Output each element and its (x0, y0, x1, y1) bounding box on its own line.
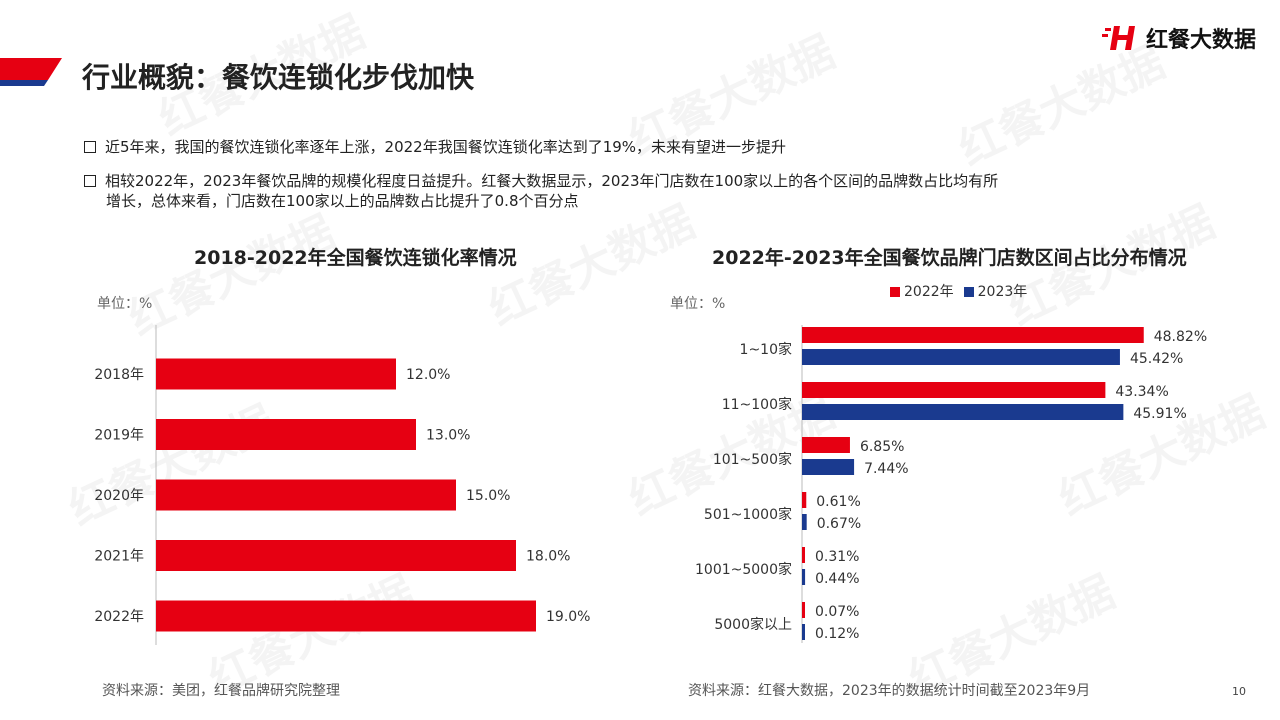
chart1-bar (156, 540, 516, 571)
page-title: 行业概貌：餐饮连锁化步伐加快 (82, 61, 475, 94)
chart2-value-label: 6.85% (860, 439, 904, 455)
square-bullet-icon (84, 141, 96, 153)
chart2-value-label: 0.31% (815, 549, 859, 565)
legend-swatch-2022 (890, 287, 900, 297)
chart2-legend: 2022年 2023年 (890, 281, 1027, 301)
title-bar-blue (0, 80, 48, 86)
chart2-bar-2022 (802, 602, 805, 618)
chart2-bar-2022 (802, 547, 805, 563)
legend-label-2023: 2023年 (977, 284, 1028, 300)
title-accent-bar (0, 58, 62, 86)
chart1-bar (156, 358, 396, 390)
chart2-value-label: 0.07% (815, 604, 859, 620)
chart2-category-label: 11~100家 (722, 396, 792, 413)
logo-text: 红餐大数据 (1145, 28, 1256, 53)
bullet-2-text-cont: 增长，总体来看，门店数在100家以上的品牌数占比提升了0.8个百分点 (106, 192, 579, 210)
page-number: 10 (1232, 685, 1246, 698)
chart2-value-label: 0.61% (816, 494, 860, 510)
chart1-value-label: 12.0% (406, 367, 450, 383)
chart1-bar (156, 479, 456, 511)
chart2-bar-2022 (802, 327, 1144, 343)
logo: 红餐大数据 (1101, 22, 1256, 54)
bullet-1: 近5年来，我国的餐饮连锁化率逐年上涨，2022年我国餐饮连锁化率达到了19%，未… (84, 137, 786, 157)
chart2-value-label: 0.44% (815, 571, 859, 587)
chart2-source: 资料来源：红餐大数据，2023年的数据统计时间截至2023年9月 (688, 683, 1091, 699)
chart2-value-label: 45.91% (1133, 406, 1186, 422)
title-bar-red (0, 58, 62, 80)
chart2-value-label: 0.67% (817, 516, 861, 532)
chart2-bar-2023 (802, 624, 805, 640)
chart1-category-label: 2020年 (94, 488, 144, 504)
chart2-value-label: 43.34% (1115, 384, 1168, 400)
legend-swatch-2023 (963, 287, 974, 297)
chart1-bar (156, 600, 536, 632)
chart1-category-label: 2019年 (94, 428, 144, 444)
chart1-value-label: 13.0% (426, 428, 470, 444)
square-bullet-icon (84, 175, 96, 187)
chart1-category-label: 2021年 (94, 549, 144, 565)
chart1-unit: 单位：% (97, 296, 153, 312)
chart2-title: 2022年-2023年全国餐饮品牌门店数区间占比分布情况 (712, 247, 1187, 269)
chart2-bar-2023 (802, 514, 807, 530)
chart2-category-label: 1001~5000家 (695, 561, 792, 578)
chart2-bar-2023 (802, 459, 855, 475)
legend-item-2023: 2023年 (963, 281, 1028, 301)
chart2-value-label: 45.42% (1130, 351, 1183, 367)
bullet-1-text: 近5年来，我国的餐饮连锁化率逐年上涨，2022年我国餐饮连锁化率达到了19%，未… (105, 138, 787, 156)
chart1-value-label: 18.0% (526, 549, 570, 565)
chart1-category-label: 2018年 (94, 367, 144, 383)
chart1-value-label: 19.0% (546, 609, 590, 625)
chart2-category-label: 5000家以上 (714, 616, 792, 633)
chart1-category-label: 2022年 (94, 609, 144, 625)
chart2-bar-2022 (802, 492, 807, 508)
chart1-plot: 2018年 12.0% 2019年 13.0% 2020年 15.0% 2021年 18.0%… (94, 325, 590, 645)
chart2-unit: 单位：% (670, 296, 726, 312)
chart1-title: 2018-2022年全国餐饮连锁化率情况 (194, 247, 517, 269)
chart2-value-label: 7.44% (864, 461, 908, 477)
logo-h-icon (1101, 26, 1135, 50)
chart2-bar-2023 (802, 349, 1120, 365)
bullet-2-text: 相较2022年，2023年餐饮品牌的规模化程度日益提升。红餐大数据显示，2023… (105, 172, 999, 190)
legend-label-2022: 2022年 (904, 284, 954, 300)
chart2-plot: 48.82% 45.42% 1~10家 43.34% 45.91% 11~100家 6.85… (695, 325, 1207, 643)
chart1-source: 资料来源：美团，红餐品牌研究院整理 (102, 683, 340, 699)
chart2-bar-2022 (802, 437, 850, 453)
chart1-bar (156, 419, 416, 450)
legend-item-2022: 2022年 (890, 281, 954, 301)
chart2-category-label: 1~10家 (740, 341, 792, 358)
chart2-bar-2023 (802, 404, 1124, 420)
chart2-category-label: 101~500家 (713, 451, 792, 468)
chart2-bar-2023 (802, 569, 806, 585)
chart2-value-label: 48.82% (1154, 329, 1207, 345)
bullet-2: 相较2022年，2023年餐饮品牌的规模化程度日益提升。红餐大数据显示，2023… (84, 171, 998, 211)
chart2-value-label: 0.12% (815, 626, 859, 642)
chart2-category-label: 501~1000家 (704, 506, 792, 523)
chart1-value-label: 15.0% (466, 488, 510, 504)
chart2-bar-2022 (802, 382, 1106, 398)
